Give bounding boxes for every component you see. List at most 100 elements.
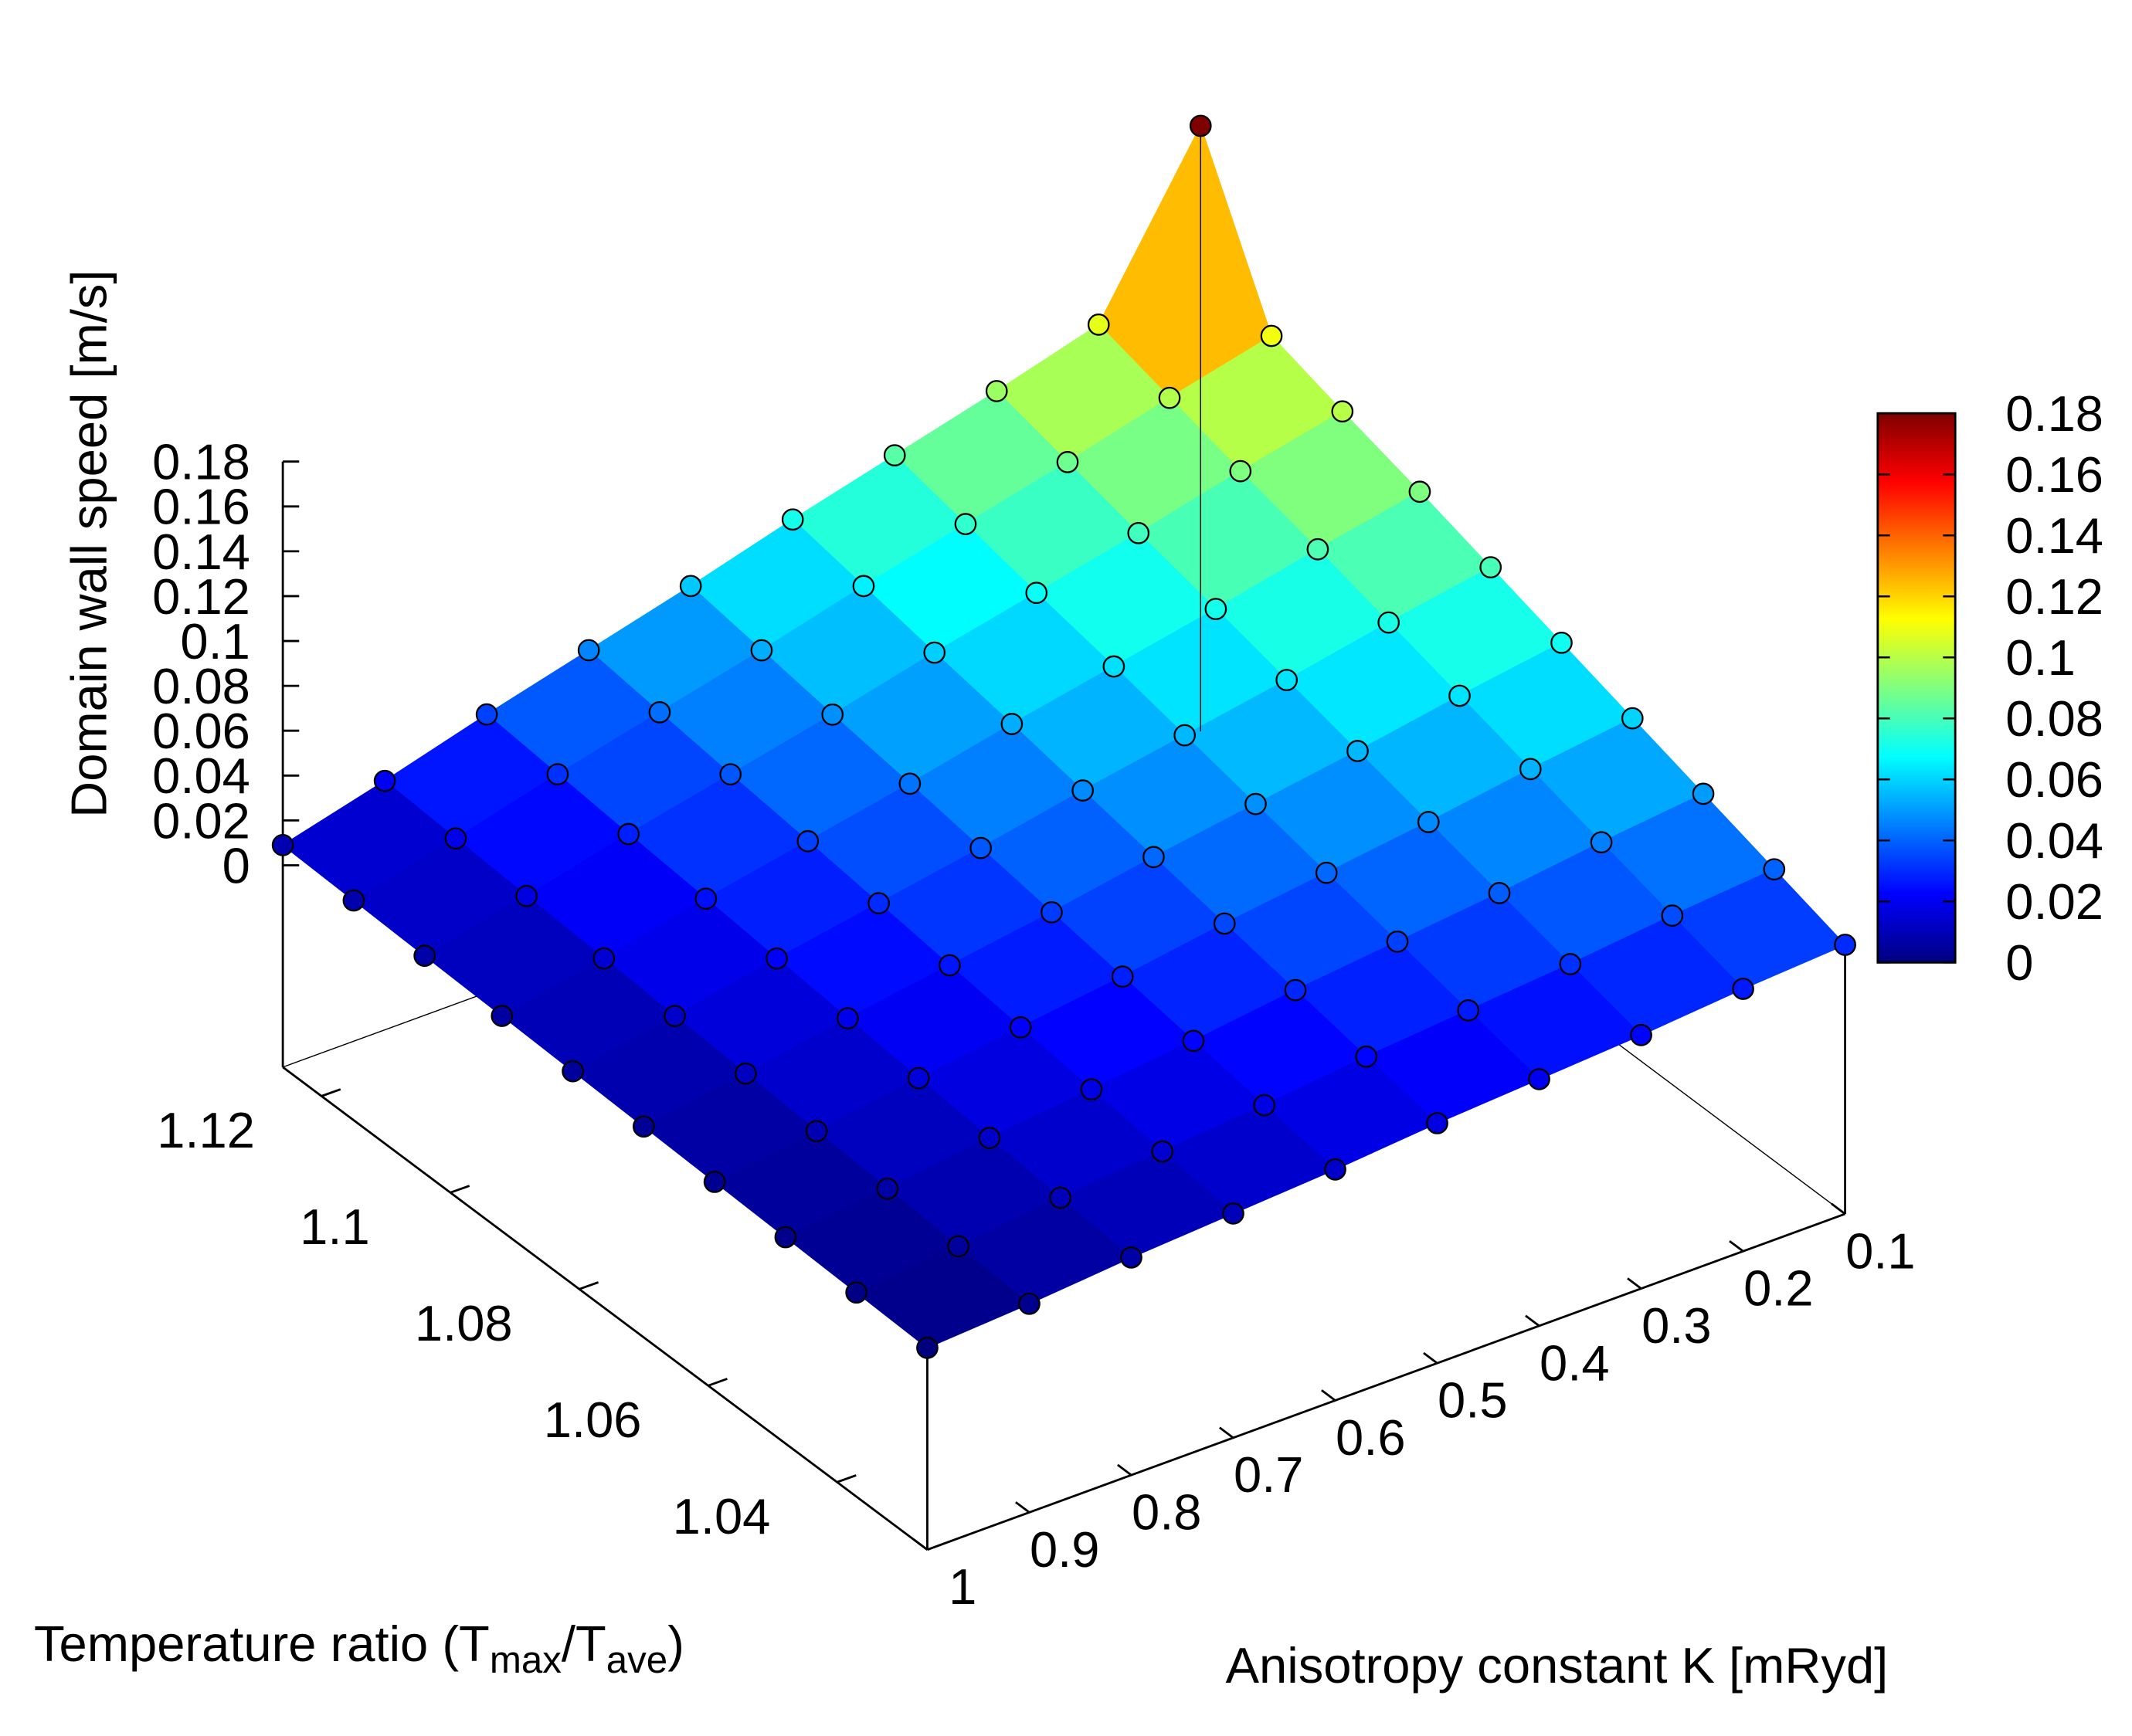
data-point <box>1111 965 1134 988</box>
y-tick <box>837 1474 857 1483</box>
x-tick-label: 0.3 <box>1641 1297 1712 1354</box>
data-point <box>546 763 569 785</box>
data-point <box>1025 581 1048 605</box>
y-tick <box>321 1088 341 1097</box>
data-point <box>1355 1045 1378 1068</box>
x-tick-label: 0.1 <box>1845 1222 1916 1279</box>
data-point <box>1661 904 1684 927</box>
data-point <box>1018 1292 1041 1315</box>
data-point <box>1479 556 1502 578</box>
x-tick-label: 0.2 <box>1743 1260 1814 1317</box>
data-point <box>1080 1078 1103 1101</box>
data-point <box>947 1235 970 1258</box>
data-point <box>1275 669 1299 691</box>
z-tick-label: 0.12 <box>152 568 250 625</box>
data-point <box>1519 758 1542 781</box>
data-point <box>978 1127 1001 1149</box>
z-tick-label: 0.08 <box>152 658 250 714</box>
label-subscript: max <box>490 1639 562 1681</box>
y-tick-label: 1.12 <box>157 1102 255 1158</box>
data-point <box>515 884 538 907</box>
label-text: ) <box>667 1616 684 1672</box>
colorbar-tick-label: 0.02 <box>2005 873 2103 930</box>
data-point <box>805 1120 828 1143</box>
data-point <box>939 954 961 977</box>
data-point <box>1127 522 1150 544</box>
data-point <box>954 513 977 535</box>
data-point <box>679 575 702 598</box>
data-point <box>1222 1202 1244 1225</box>
data-point <box>562 1060 584 1083</box>
data-point <box>883 444 906 466</box>
x-tick-label: 0.4 <box>1540 1334 1610 1391</box>
data-point <box>1102 655 1125 678</box>
data-point <box>648 700 671 724</box>
data-point <box>1630 1024 1652 1046</box>
data-point <box>750 639 773 662</box>
data-point <box>796 829 820 853</box>
data-point <box>592 947 616 970</box>
data-point <box>1315 861 1338 884</box>
label-text: Temperature ratio (T <box>34 1616 490 1672</box>
data-point <box>923 641 946 664</box>
y-tick-label: 1.06 <box>544 1392 642 1448</box>
data-point <box>703 1171 726 1193</box>
data-point <box>985 380 1008 402</box>
data-point <box>1204 598 1227 620</box>
x-tick <box>1423 1351 1438 1365</box>
data-point <box>664 1005 686 1027</box>
data-point <box>694 887 718 910</box>
x-tick <box>1627 1277 1642 1290</box>
z-tick-label: 0.04 <box>152 748 250 804</box>
y-tick <box>450 1185 470 1194</box>
colorbar-tick-label: 0.08 <box>2005 690 2103 747</box>
data-point <box>1253 1093 1276 1117</box>
data-point <box>1324 1158 1346 1181</box>
z-tick-label: 0.1 <box>180 613 250 670</box>
data-point <box>821 703 844 726</box>
data-point <box>766 947 788 970</box>
data-point <box>1331 400 1354 423</box>
colorbar-tick-label: 0.06 <box>2005 751 2103 808</box>
data-point <box>837 1007 859 1029</box>
colorbar-tick-label: 0.14 <box>2005 507 2103 564</box>
colorbar-tick-label: 0 <box>2005 934 2033 991</box>
data-point <box>1041 900 1063 924</box>
z-tick-label: 0.02 <box>152 792 250 849</box>
colorbar <box>1876 412 1957 964</box>
data-point <box>774 1226 797 1249</box>
data-point <box>1158 386 1181 409</box>
data-point <box>1621 707 1644 730</box>
data-point <box>1732 978 1754 1000</box>
data-point <box>1692 782 1715 805</box>
data-point <box>1189 114 1212 137</box>
label-text: /T <box>562 1616 606 1672</box>
data-point <box>1229 459 1252 483</box>
x-tick <box>1831 1202 1846 1216</box>
data-point <box>845 1281 868 1304</box>
data-point <box>852 575 875 598</box>
colorbar-tick-label: 0.04 <box>2005 812 2103 869</box>
z-axis-label: Domain wall speed [m/s] <box>60 270 117 818</box>
data-point <box>1834 934 1856 956</box>
x-axis-label: Anisotropy constant K [mRyd] <box>1226 1637 1889 1694</box>
data-point <box>898 772 922 795</box>
data-point <box>1559 953 1582 975</box>
data-point <box>1182 1029 1205 1053</box>
data-point <box>1457 999 1480 1022</box>
z-tick-label: 0.06 <box>152 703 250 759</box>
data-point <box>735 1062 757 1085</box>
z-tick-label: 0.14 <box>152 524 250 580</box>
data-point <box>373 769 396 792</box>
colorbar-tick-label: 0.16 <box>2005 446 2103 503</box>
data-point <box>1763 858 1786 881</box>
x-tick <box>913 1538 929 1551</box>
colorbar-tick-label: 0.1 <box>2005 629 2076 686</box>
data-point <box>907 1066 930 1090</box>
x-tick-label: 0.6 <box>1336 1409 1406 1466</box>
data-point <box>1071 779 1094 802</box>
data-point <box>1417 811 1440 833</box>
data-point <box>1142 846 1165 869</box>
data-point <box>1346 740 1369 762</box>
